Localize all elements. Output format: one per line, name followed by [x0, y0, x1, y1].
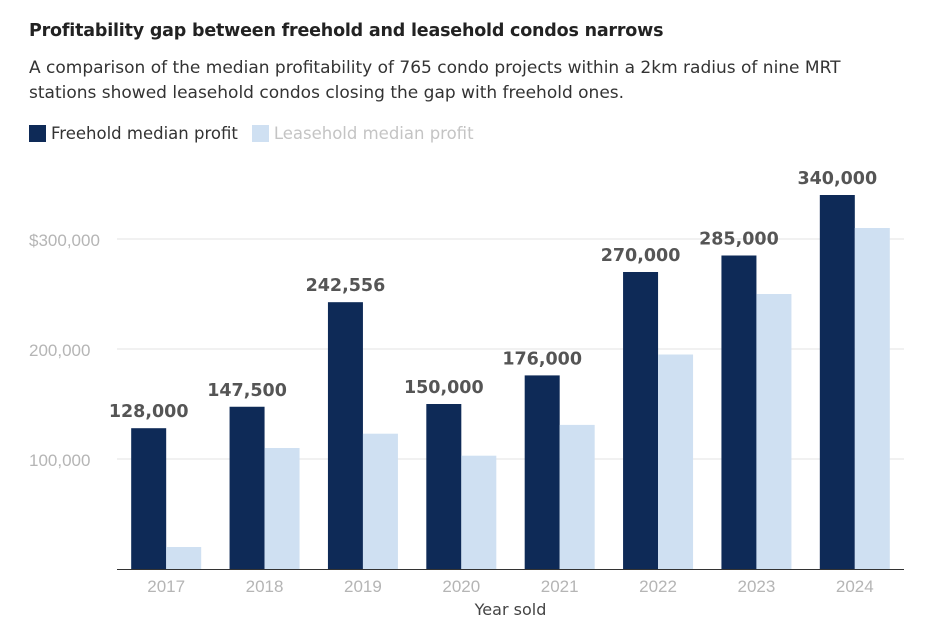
leasehold-bar: [658, 354, 694, 569]
data-label: 128,000: [109, 402, 189, 422]
freehold-bar: [426, 404, 462, 569]
legend-swatch-freehold: [29, 125, 46, 142]
legend-label-freehold: Freehold median profit: [51, 124, 238, 143]
y-tick-label: 200,000: [29, 341, 90, 360]
leasehold-bar: [264, 448, 300, 569]
freehold-bar: [524, 375, 560, 569]
freehold-bar: [623, 272, 659, 569]
chart-legend: Freehold median profit Leasehold median …: [29, 124, 488, 143]
leasehold-bar: [461, 455, 497, 569]
legend-label-leasehold: Leasehold median profit: [273, 124, 474, 143]
data-label: 285,000: [699, 230, 779, 250]
data-label: 150,000: [404, 378, 484, 398]
leasehold-bar: [362, 433, 398, 569]
data-label: 340,000: [797, 169, 877, 189]
freehold-bar: [819, 195, 855, 569]
legend-item-leasehold: Leasehold median profit: [251, 124, 474, 143]
chart-subtitle: A comparison of the median profitability…: [29, 58, 841, 103]
x-tick-label: 2021: [541, 577, 579, 596]
leasehold-bar: [854, 228, 890, 569]
x-tick-label: 2017: [147, 577, 185, 596]
freehold-bar: [721, 255, 757, 569]
freehold-bar: [327, 302, 363, 569]
leasehold-bar: [559, 424, 595, 569]
freehold-bar: [131, 428, 167, 569]
x-tick-label: 2019: [344, 577, 382, 596]
x-tick-label: 2023: [738, 577, 776, 596]
x-tick-label: 2018: [246, 577, 284, 596]
x-tick-label: 2022: [639, 577, 677, 596]
freehold-bar: [229, 406, 265, 569]
data-label: 270,000: [601, 246, 681, 266]
y-tick-label: 100,000: [29, 451, 90, 470]
data-label: 242,556: [306, 276, 386, 296]
leasehold-bar: [756, 294, 792, 569]
legend-swatch-leasehold: [251, 125, 269, 142]
y-tick-label: $300,000: [29, 231, 100, 250]
x-tick-label: 2020: [442, 577, 480, 596]
x-tick-label: 2024: [836, 577, 874, 596]
data-label: 176,000: [502, 349, 582, 369]
x-axis-title: Year sold: [474, 600, 547, 619]
data-label: 147,500: [207, 381, 287, 401]
chart-title: Profitability gap between freehold and l…: [29, 21, 664, 41]
leasehold-bar: [166, 547, 202, 569]
legend-item-freehold: Freehold median profit: [29, 124, 238, 143]
